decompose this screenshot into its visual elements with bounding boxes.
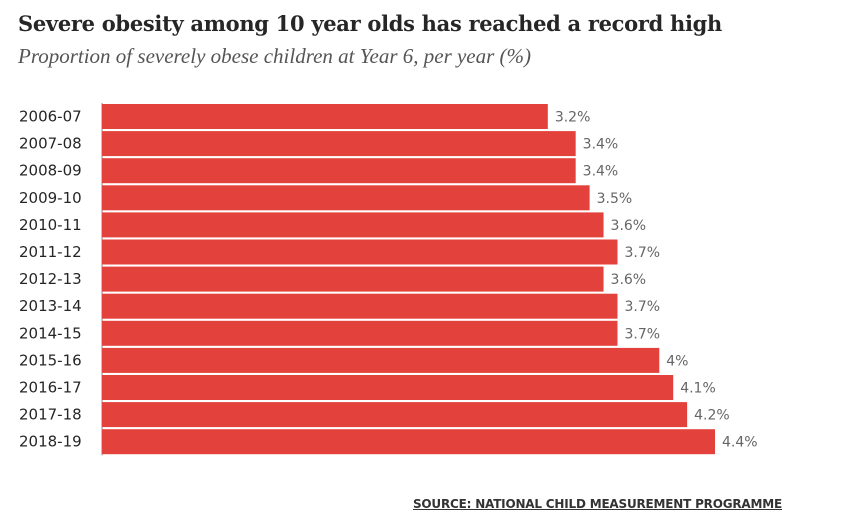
bar xyxy=(102,402,688,428)
data-label: 3.7% xyxy=(624,326,660,342)
category-label: 2011-12 xyxy=(19,243,82,261)
category-label: 2018-19 xyxy=(19,433,82,451)
category-label: 2012-13 xyxy=(19,270,82,288)
bar xyxy=(102,104,548,129)
data-label: 3.4% xyxy=(583,164,619,180)
category-label: 2015-16 xyxy=(19,351,82,369)
chart-subtitle: Proportion of severely obese children at… xyxy=(18,44,532,68)
category-label: 2006-07 xyxy=(19,108,82,126)
bar xyxy=(102,131,576,157)
data-label: 3.2% xyxy=(555,110,591,126)
bar xyxy=(102,212,604,238)
bar xyxy=(102,320,618,346)
category-label: 2008-09 xyxy=(19,162,82,180)
bar xyxy=(102,185,590,211)
data-label: 3.7% xyxy=(624,299,660,315)
data-label: 3.6% xyxy=(611,272,647,288)
category-label: 2016-17 xyxy=(19,379,82,397)
data-label: 4.1% xyxy=(680,381,716,397)
category-label: 2010-11 xyxy=(19,216,82,234)
source-note: SOURCE: NATIONAL CHILD MEASUREMENT PROGR… xyxy=(412,497,782,511)
data-label: 3.7% xyxy=(624,245,660,261)
data-label: 4.4% xyxy=(722,435,758,451)
bar xyxy=(102,158,576,184)
bar xyxy=(102,347,660,373)
chart-title: Severe obesity among 10 year olds has re… xyxy=(18,11,723,36)
bar xyxy=(102,293,618,319)
category-label: 2007-08 xyxy=(19,135,82,153)
data-label: 3.4% xyxy=(583,137,619,153)
data-label: 4% xyxy=(666,353,688,369)
category-label: 2013-14 xyxy=(19,297,82,315)
data-label: 3.5% xyxy=(597,191,633,207)
category-label: 2009-10 xyxy=(19,189,82,207)
data-label: 3.6% xyxy=(611,218,647,234)
bar xyxy=(102,239,618,265)
category-label: 2014-15 xyxy=(19,324,82,342)
category-label: 2017-18 xyxy=(19,406,82,424)
data-label: 4.2% xyxy=(694,408,730,424)
bar xyxy=(102,266,604,292)
bar xyxy=(102,429,715,455)
bar xyxy=(102,375,674,400)
